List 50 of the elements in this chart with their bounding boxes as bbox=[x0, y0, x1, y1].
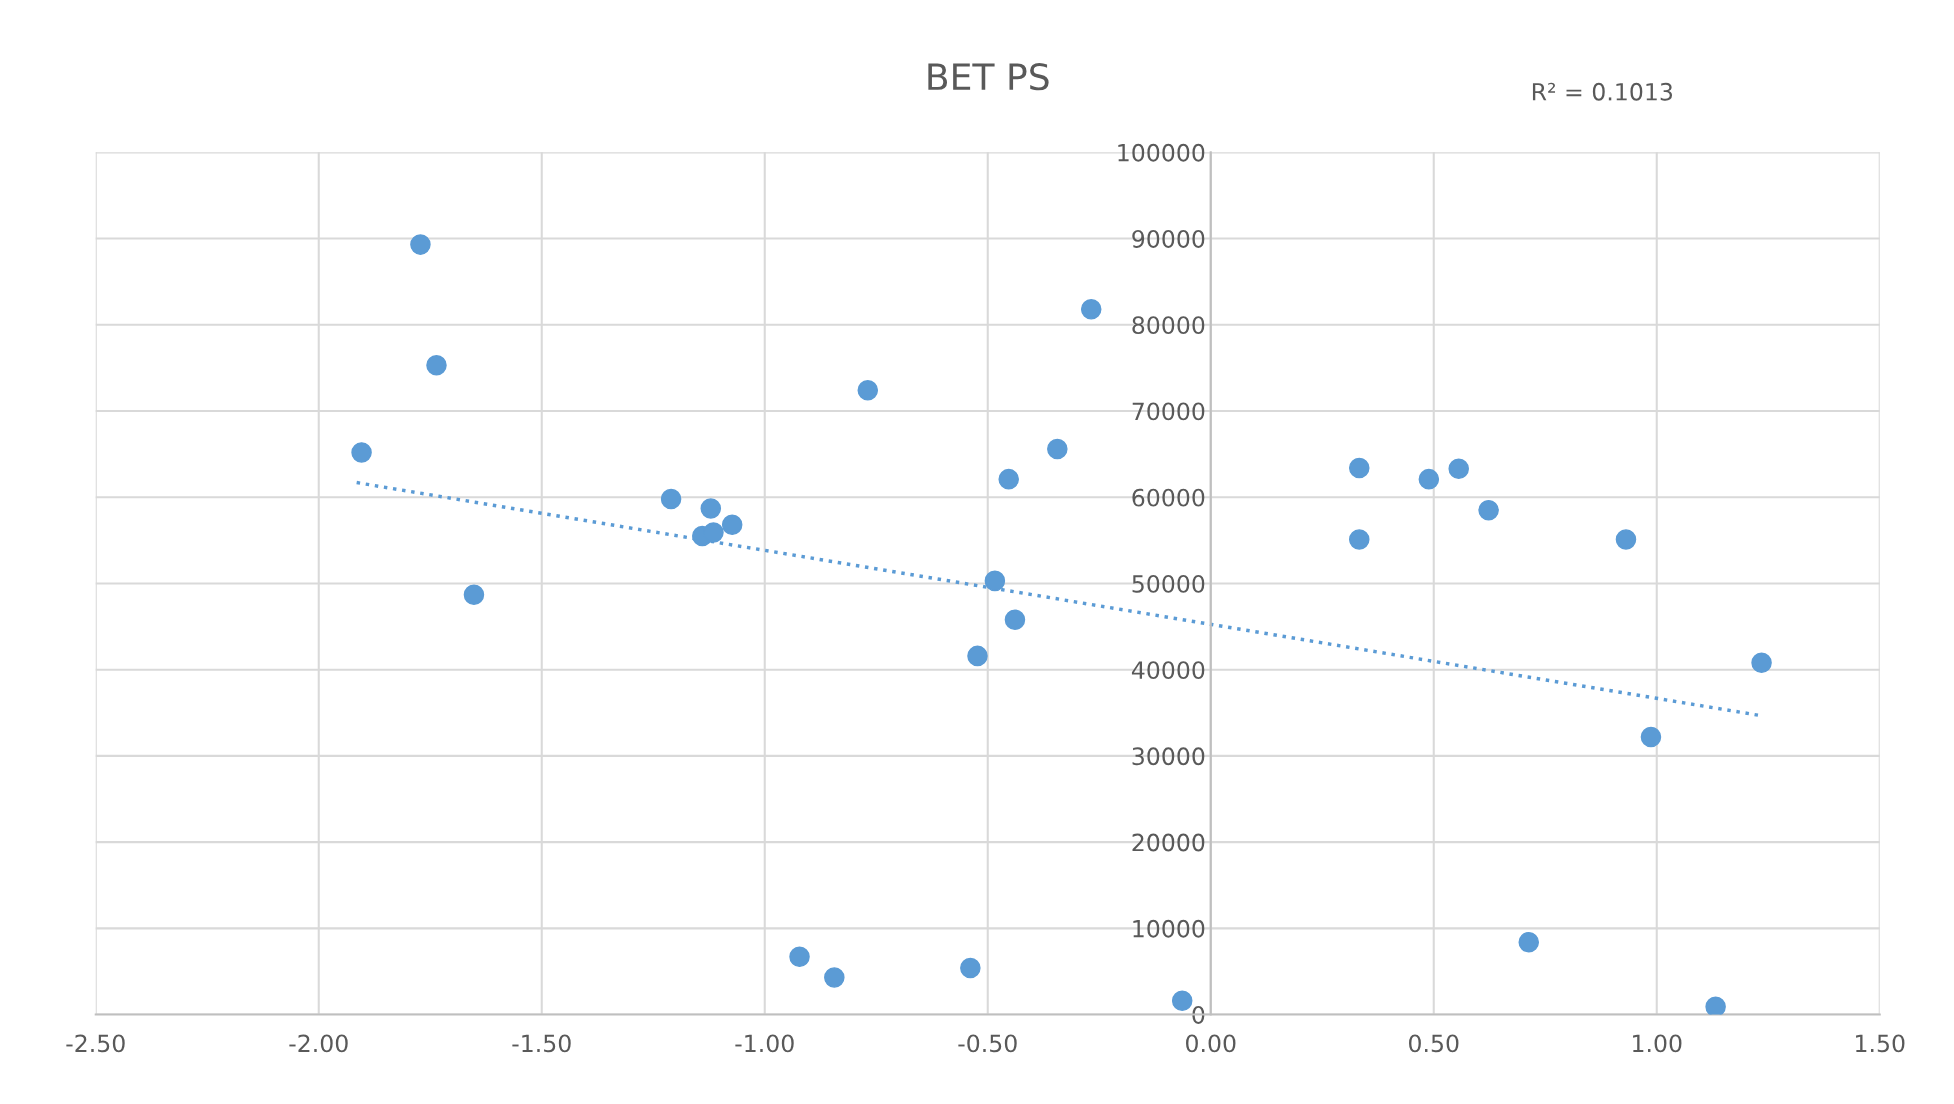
point bbox=[824, 967, 845, 988]
point bbox=[700, 498, 722, 519]
x-tick-label: -1.00 bbox=[735, 1034, 794, 1053]
y-tick-label: 80000 bbox=[1132, 316, 1205, 335]
point bbox=[984, 570, 1006, 592]
x-tick-label: -0.50 bbox=[958, 1034, 1017, 1053]
point bbox=[998, 468, 1019, 490]
point bbox=[1171, 990, 1193, 1012]
x-tick-label: 1.50 bbox=[1856, 1034, 1905, 1053]
x-tick-label: 1.00 bbox=[1633, 1034, 1682, 1053]
y-tick-label: 60000 bbox=[1132, 488, 1205, 507]
text: R² = 0.1013 bbox=[1532, 82, 1673, 101]
y-tick-label: 70000 bbox=[1132, 402, 1205, 421]
y-tick-label: 40000 bbox=[1131, 661, 1205, 679]
point bbox=[1705, 996, 1726, 1015]
point bbox=[857, 380, 879, 401]
point bbox=[1348, 457, 1370, 479]
point bbox=[660, 488, 682, 510]
point bbox=[1518, 931, 1540, 953]
point bbox=[1418, 468, 1440, 490]
point bbox=[960, 957, 981, 979]
x-tick-label: -2.50 bbox=[66, 1034, 125, 1053]
x-tick-label: -1.50 bbox=[512, 1034, 571, 1053]
point bbox=[410, 234, 431, 255]
y-tick-label: 20000 bbox=[1132, 833, 1205, 852]
x-tick-label: -2.00 bbox=[289, 1034, 348, 1053]
y-tick-label: 90000 bbox=[1132, 230, 1205, 248]
point bbox=[789, 946, 810, 968]
point bbox=[463, 584, 485, 605]
point bbox=[1348, 529, 1370, 550]
point bbox=[1751, 652, 1772, 674]
y-tick-label: 30000 bbox=[1132, 747, 1205, 766]
point bbox=[1080, 299, 1102, 320]
point bbox=[426, 355, 447, 376]
point bbox=[721, 514, 743, 536]
chart-title: BET PS bbox=[928, 63, 1049, 91]
x-tick-label: 0.50 bbox=[1409, 1034, 1459, 1053]
point bbox=[1004, 609, 1026, 630]
y-tick-label: 10000 bbox=[1133, 919, 1205, 938]
x-tick-label: 0.00 bbox=[1186, 1034, 1236, 1053]
point bbox=[351, 442, 372, 463]
point bbox=[1448, 458, 1469, 480]
point bbox=[703, 522, 724, 543]
point bbox=[1615, 529, 1637, 550]
point bbox=[1047, 438, 1068, 460]
y-tick-label: 50000 bbox=[1132, 574, 1205, 593]
y-tick-label: 100000 bbox=[1118, 143, 1205, 162]
point bbox=[1478, 499, 1499, 521]
point bbox=[967, 645, 988, 667]
point bbox=[1640, 726, 1662, 748]
